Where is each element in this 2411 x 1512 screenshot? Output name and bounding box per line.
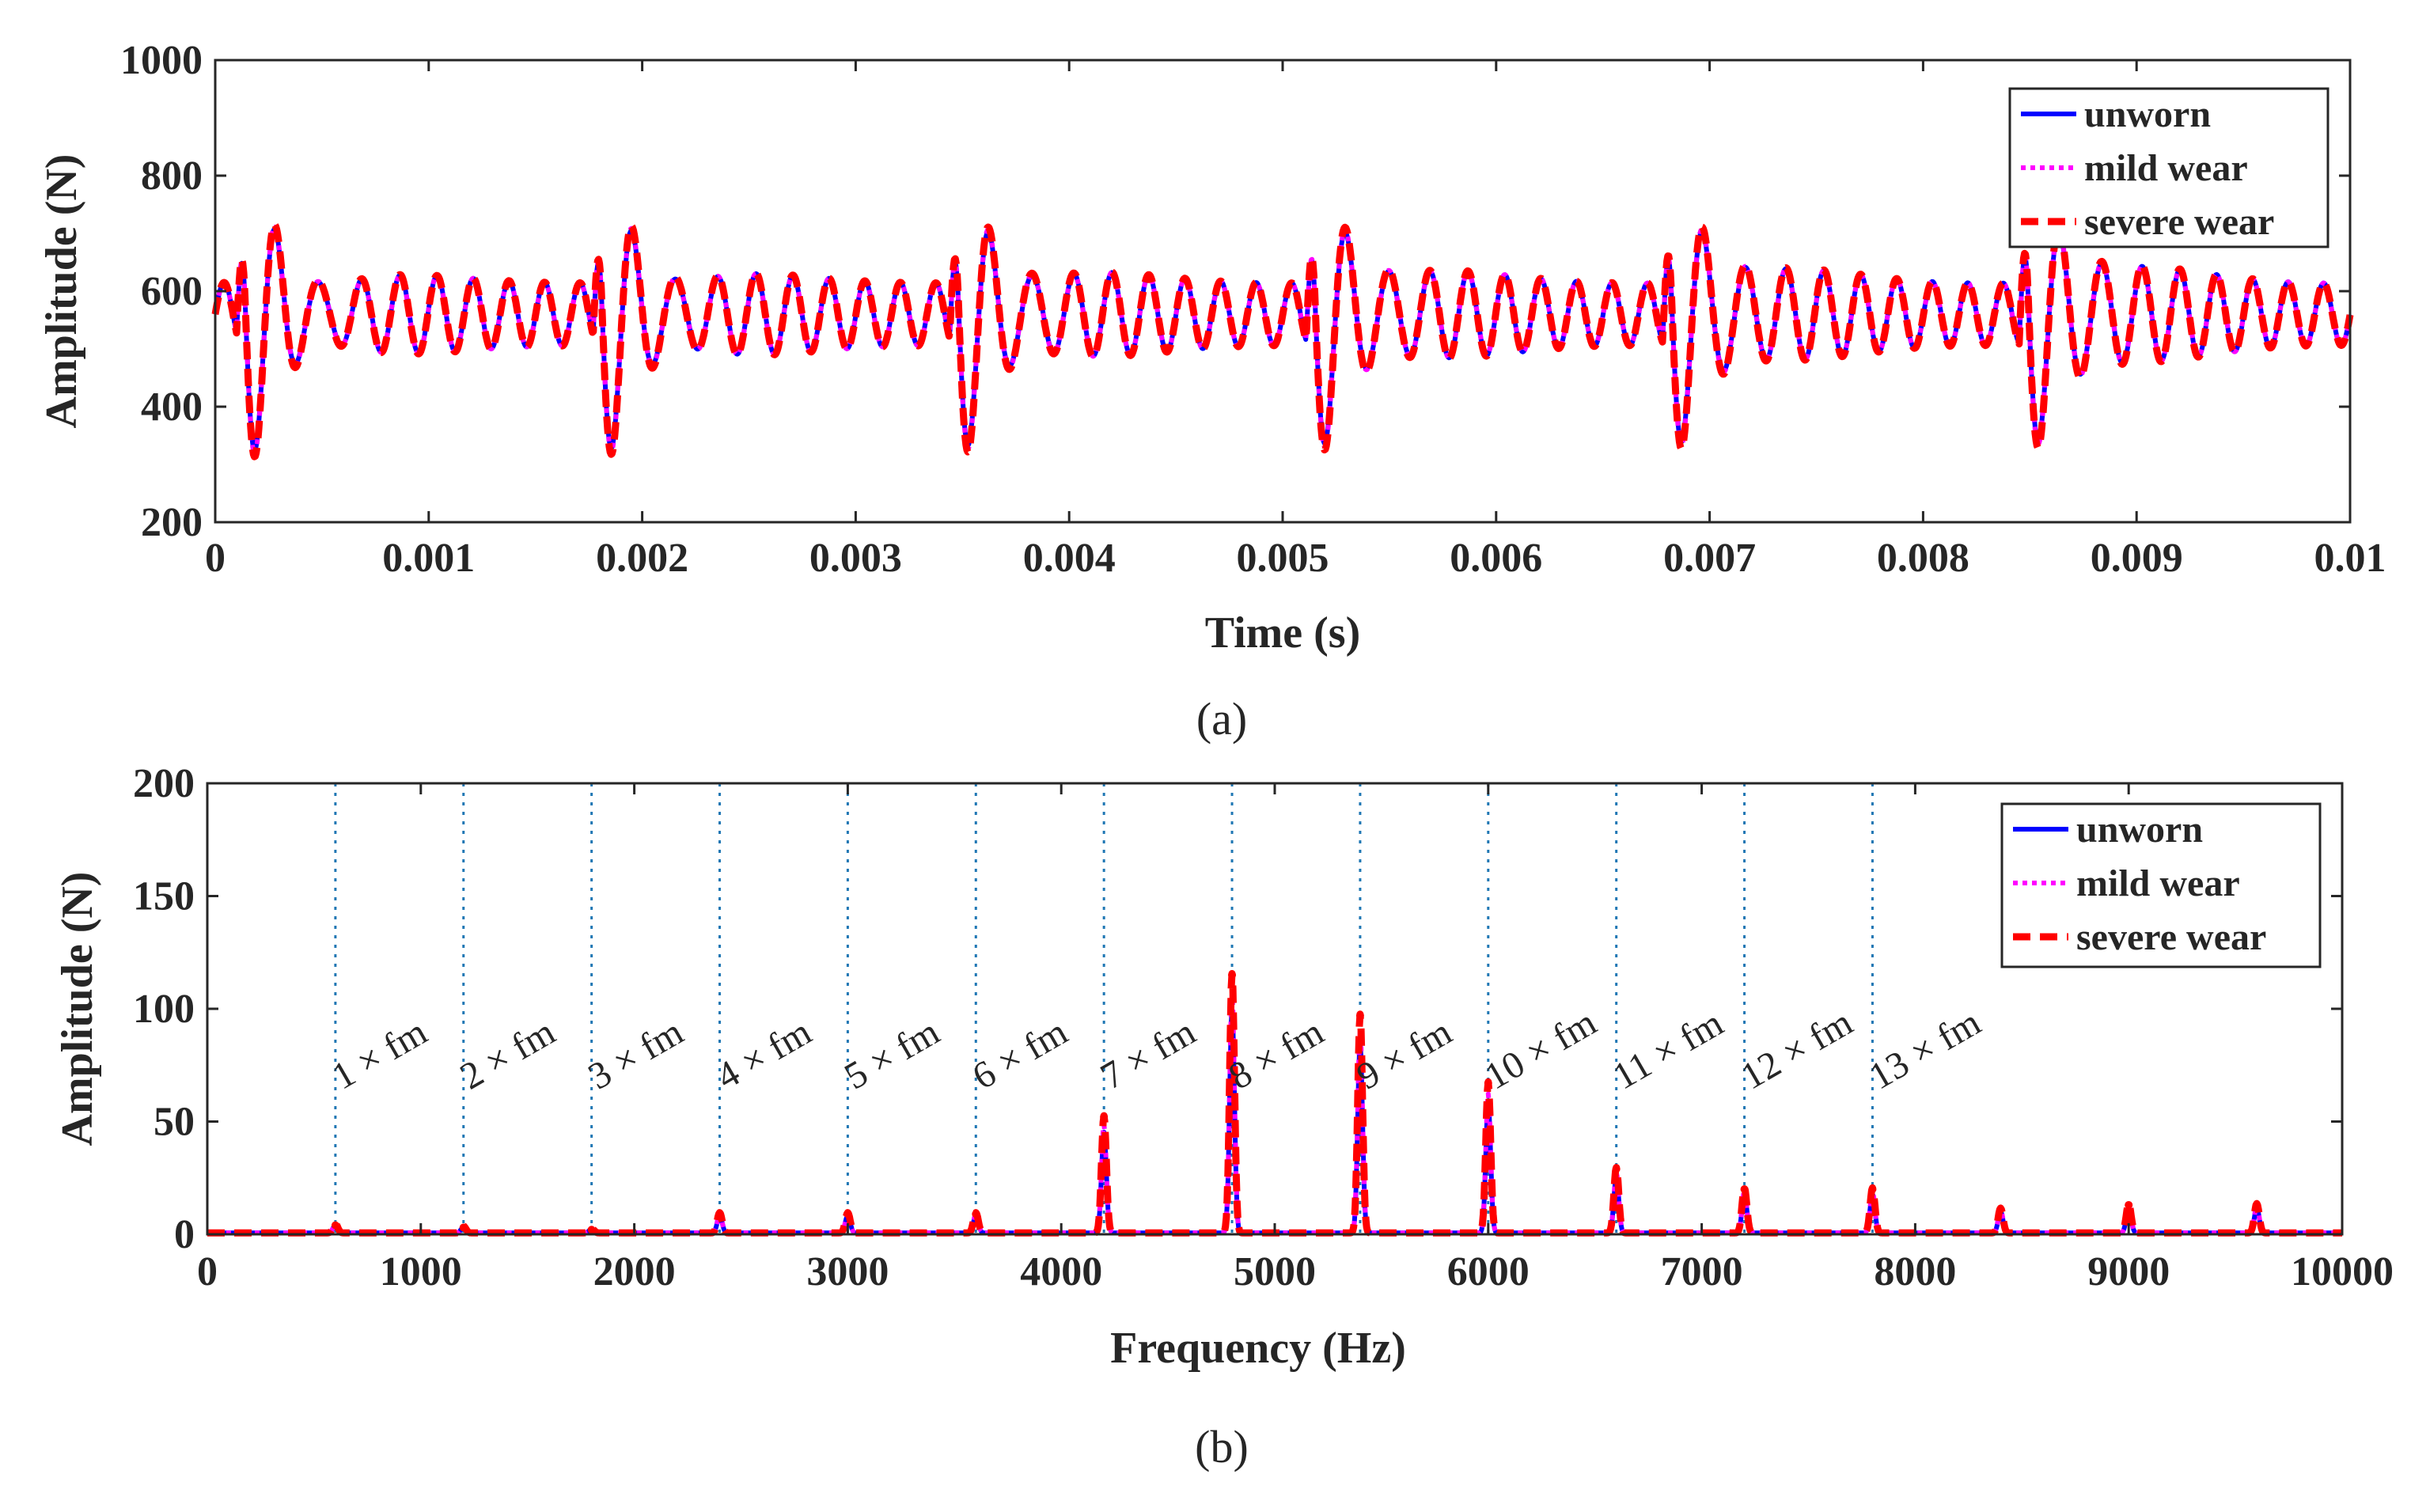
panel-a-xtick-label: 0.003 bbox=[809, 536, 902, 581]
panel-b-peak-point bbox=[1996, 1205, 2005, 1214]
panel-a-legend-label-severe-wear: severe wear bbox=[2084, 201, 2274, 243]
caption-a: (a) bbox=[1196, 693, 1247, 745]
panel-b-harmonic-label: 13 × fm bbox=[1862, 1001, 1987, 1097]
panel-b-frequency-domain: 0 1000 2000 3000 4000 5000 6000 7000 8000 9000 100… bbox=[53, 761, 2394, 1472]
panel-b-xtick-label: 7000 bbox=[1661, 1249, 1743, 1294]
panel-a-xtick-label: 0 bbox=[205, 536, 226, 581]
panel-b-xtick-label: 3000 bbox=[806, 1249, 889, 1294]
panel-b-peak-point bbox=[459, 1223, 468, 1232]
panel-b-xtick-label: 1000 bbox=[380, 1249, 462, 1294]
panel-a-legend: unworn mild wear severe wear bbox=[2008, 87, 2329, 248]
panel-b-peak-point bbox=[1228, 971, 1237, 980]
panel-a-legend-label-mild-wear: mild wear bbox=[2084, 147, 2248, 189]
panel-b-xtick-label: 9000 bbox=[2087, 1249, 2170, 1294]
panel-b-peak-point bbox=[843, 1210, 852, 1218]
panel-b-harmonic-label: 5 × fm bbox=[837, 1010, 946, 1097]
panel-b-xtick-label: 2000 bbox=[593, 1249, 676, 1294]
panel-b-xtick-label: 6000 bbox=[1447, 1249, 1530, 1294]
panel-b-peak-point bbox=[331, 1221, 339, 1230]
caption-b: (b) bbox=[1195, 1421, 1249, 1472]
panel-b-xtick-label: 4000 bbox=[1020, 1249, 1102, 1294]
panel-b-xlabel: Frequency (Hz) bbox=[1110, 1324, 1406, 1373]
panel-b-xtick-label: 5000 bbox=[1234, 1249, 1316, 1294]
panel-b-xtick-label: 0 bbox=[197, 1249, 218, 1294]
panel-a-ytick-label: 800 bbox=[141, 153, 203, 199]
panel-a-xtick-label: 0.001 bbox=[382, 536, 475, 581]
panel-b-harmonic-label: 7 × fm bbox=[1094, 1010, 1203, 1097]
panel-a-xlabel: Time (s) bbox=[1205, 608, 1361, 657]
panel-b-xtick-label: 8000 bbox=[1874, 1249, 1956, 1294]
panel-a-xtick-label: 0.008 bbox=[1877, 536, 1969, 581]
panel-a-ytick-label: 1000 bbox=[120, 38, 203, 83]
panel-a-xtick-label: 0.004 bbox=[1023, 536, 1116, 581]
panel-a-ticks: 0 0.001 0.002 0.003 0.004 0.005 0.006 0.007 0.00… bbox=[120, 38, 2386, 581]
panel-b-peak-point bbox=[1484, 1079, 1492, 1088]
panel-b-harmonic-label: 2 × fm bbox=[453, 1010, 563, 1097]
panel-b-harmonic-label: 6 × fm bbox=[965, 1010, 1075, 1097]
panel-b-series-severe-wear bbox=[204, 970, 2345, 1237]
panel-a-xtick-label: 0.01 bbox=[2314, 536, 2386, 581]
panel-b-peak-point bbox=[1100, 1112, 1109, 1121]
panel-b-harmonic-label: 10 × fm bbox=[1478, 1001, 1603, 1097]
panel-a-legend-label-unworn: unworn bbox=[2084, 93, 2211, 135]
panel-b-peak-point bbox=[1355, 1011, 1364, 1020]
panel-b-peak-point bbox=[1740, 1185, 1749, 1193]
panel-b-harmonic-label: 9 × fm bbox=[1350, 1010, 1459, 1097]
panel-b-peak-point bbox=[2253, 1200, 2261, 1209]
panel-a-ytick-label: 600 bbox=[141, 269, 203, 314]
panel-b-ytick-label: 150 bbox=[133, 874, 195, 919]
panel-b-ytick-label: 200 bbox=[133, 761, 195, 806]
panel-b-harmonic-labels: 1 × fm 2 × fm 3 × fm 4 × fm 5 × fm 6 × fm 7 × … bbox=[325, 1001, 1988, 1097]
panel-b-peak-point bbox=[715, 1210, 724, 1218]
panel-b-harmonic-label: 8 × fm bbox=[1222, 1010, 1331, 1097]
panel-b-ytick-label: 0 bbox=[174, 1212, 195, 1257]
panel-b-legend: unworn mild wear severe wear bbox=[2000, 802, 2322, 968]
panel-a-plot-area bbox=[211, 221, 2354, 460]
panel-b-plot-area bbox=[204, 970, 2345, 1237]
panel-b-peak-point bbox=[1868, 1185, 1877, 1193]
panel-a-xtick-label: 0.009 bbox=[2091, 536, 2183, 581]
panel-b-harmonic-label: 4 × fm bbox=[710, 1010, 819, 1097]
panel-a-xtick-label: 0.005 bbox=[1237, 536, 1329, 581]
panel-b-harmonic-label: 11 × fm bbox=[1606, 1002, 1731, 1097]
panel-b-legend-label-severe-wear: severe wear bbox=[2076, 916, 2266, 958]
panel-b-peak-point bbox=[972, 1210, 980, 1218]
panel-b-xtick-label: 10000 bbox=[2291, 1249, 2394, 1294]
panel-b-ticks: 0 1000 2000 3000 4000 5000 6000 7000 8000 9000 100… bbox=[133, 761, 2394, 1294]
panel-b-peak-point bbox=[587, 1226, 596, 1234]
panel-b-peak-point bbox=[1612, 1165, 1621, 1173]
panel-b-harmonic-label: 1 × fm bbox=[325, 1010, 434, 1097]
panel-a-xtick-label: 0.002 bbox=[596, 536, 688, 581]
panel-b-ylabel: Amplitude (N) bbox=[53, 872, 102, 1146]
panel-b-legend-label-unworn: unworn bbox=[2076, 809, 2203, 851]
panel-a-ytick-label: 400 bbox=[141, 385, 203, 430]
panel-a-xtick-label: 0.006 bbox=[1450, 536, 1542, 581]
panel-b-harmonic-label: 3 × fm bbox=[582, 1010, 691, 1097]
panel-b-peak-point bbox=[2125, 1200, 2133, 1209]
panel-a-ytick-label: 200 bbox=[141, 500, 203, 545]
panel-a-time-domain: 0 0.001 0.002 0.003 0.004 0.005 0.006 0.007 0.00… bbox=[37, 38, 2386, 745]
panel-b-harmonic-label: 12 × fm bbox=[1734, 1001, 1859, 1097]
panel-b-legend-label-mild-wear: mild wear bbox=[2076, 862, 2240, 904]
panel-a-series-severe-wear bbox=[211, 221, 2354, 460]
panel-a-xtick-label: 0.007 bbox=[1663, 536, 1756, 581]
panel-b-ytick-label: 100 bbox=[133, 987, 195, 1032]
panel-a-ylabel: Amplitude (N) bbox=[37, 154, 86, 429]
panel-b-ytick-label: 50 bbox=[154, 1100, 195, 1145]
